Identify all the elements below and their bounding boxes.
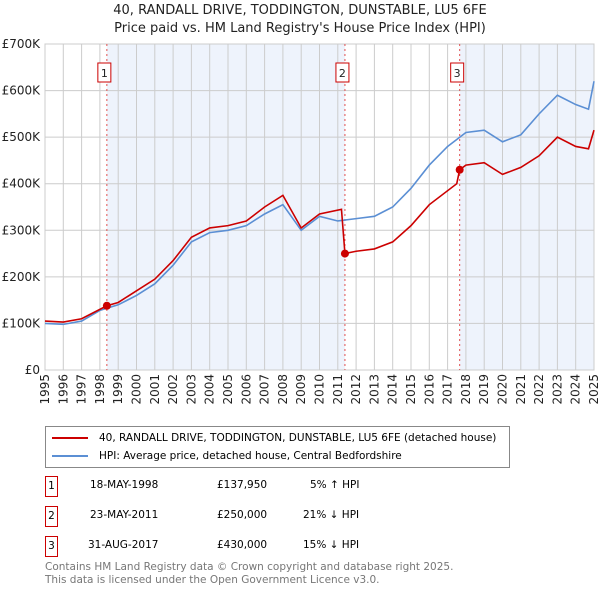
sale-price: £250,000	[217, 509, 268, 521]
sale-delta: 15% ↓ HPI	[303, 539, 360, 551]
property-price-line	[44, 129, 595, 323]
sale-marker: 1	[45, 476, 58, 497]
sale-point	[340, 249, 349, 258]
sale-row: 1 18-MAY-1998 £137,950 5% ↑ HPI	[45, 476, 465, 497]
x-tick-label: 2011	[331, 374, 345, 405]
x-tick-label: 2020	[496, 374, 510, 405]
sale-marker: 3	[45, 536, 58, 557]
legend-label: 40, RANDALL DRIVE, TODDINGTON, DUNSTABLE…	[99, 432, 497, 444]
legend-label: HPI: Average price, detached house, Cent…	[99, 450, 402, 462]
y-tick-label: £300K	[2, 223, 42, 237]
x-tick-label: 2014	[386, 374, 400, 405]
sale-point	[102, 301, 111, 310]
x-tick-label: 2004	[203, 374, 217, 405]
legend-item-hpi: HPI: Average price, detached house, Cent…	[52, 448, 402, 464]
sale-marker: 2	[45, 506, 58, 527]
footer-licence: This data is licensed under the Open Gov…	[45, 574, 380, 586]
x-tick-label: 2003	[184, 374, 198, 405]
sale-label: 1	[101, 67, 108, 80]
chart-subtitle: Price paid vs. HM Land Registry's House …	[114, 21, 486, 36]
footer-copyright: Contains HM Land Registry data © Crown c…	[45, 561, 454, 573]
y-tick-label: £400K	[2, 177, 42, 191]
x-tick-label: 2024	[569, 374, 583, 405]
y-tick-label: £700K	[2, 37, 42, 51]
x-tick-label: 2007	[258, 374, 272, 405]
x-tick-label: 2006	[239, 374, 253, 405]
sale-price: £137,950	[217, 479, 268, 491]
x-tick-label: 2013	[367, 374, 381, 405]
shaded-period	[106, 44, 345, 370]
x-tick-label: 2015	[404, 374, 418, 405]
x-tick-label: 1995	[38, 374, 52, 405]
x-tick-label: 2023	[550, 374, 564, 405]
x-tick-label: 1997	[75, 374, 89, 405]
sale-delta: 5% ↑ HPI	[310, 479, 360, 491]
sale-label: 3	[454, 67, 461, 80]
x-tick-label: 2025	[587, 374, 600, 405]
shaded-period	[459, 44, 594, 370]
price-chart: 1995 1996 1997 1998 1999 2000 2001 2002 2003 2004…	[2, 37, 600, 405]
x-tick-label: 1998	[93, 374, 107, 405]
hpi-line	[44, 81, 595, 326]
y-tick-label: £500K	[2, 130, 42, 144]
sale-row: 3 31-AUG-2017 £430,000 15% ↓ HPI	[45, 536, 465, 557]
x-tick-label: 2012	[349, 374, 363, 405]
chart-title: 40, RANDALL DRIVE, TODDINGTON, DUNSTABLE…	[113, 3, 487, 18]
x-tick-label: 1996	[56, 374, 70, 405]
sale-label-box	[97, 62, 112, 83]
sale-date: 31-AUG-2017	[88, 539, 159, 551]
x-tick-label: 1999	[111, 374, 125, 405]
sale-label: 2	[339, 67, 346, 80]
sale-date: 23-MAY-2011	[90, 509, 159, 521]
x-tick-label: 2019	[477, 374, 491, 405]
sale-delta: 21% ↓ HPI	[303, 509, 360, 521]
y-tick-label: £100K	[2, 316, 42, 330]
x-tick-label: 2018	[459, 374, 473, 405]
sale-price: £430,000	[217, 539, 268, 551]
x-tick-label: 2008	[276, 374, 290, 405]
sale-point	[455, 165, 464, 174]
x-tick-label: 2016	[422, 374, 436, 405]
x-tick-label: 2002	[166, 374, 180, 405]
x-tick-label: 2000	[130, 374, 144, 405]
x-tick-label: 2021	[514, 374, 528, 405]
sale-row: 2 23-MAY-2011 £250,000 21% ↓ HPI	[45, 506, 465, 527]
y-tick-label: £200K	[2, 270, 42, 284]
x-tick-label: 2009	[294, 374, 308, 405]
plot-border	[44, 43, 595, 371]
y-tick-label: £600K	[2, 84, 42, 98]
x-tick-label: 2001	[148, 374, 162, 405]
x-tick-label: 2005	[221, 374, 235, 405]
x-tick-label: 2010	[313, 374, 327, 405]
legend: 40, RANDALL DRIVE, TODDINGTON, DUNSTABLE…	[45, 426, 510, 468]
x-tick-label: 2022	[532, 374, 546, 405]
y-tick-label: £0	[25, 363, 40, 377]
sale-date: 18-MAY-1998	[90, 479, 159, 491]
sale-label-box	[450, 62, 465, 83]
legend-item-property: 40, RANDALL DRIVE, TODDINGTON, DUNSTABLE…	[52, 430, 496, 446]
sale-label-box	[335, 62, 350, 83]
x-tick-label: 2017	[441, 374, 455, 405]
